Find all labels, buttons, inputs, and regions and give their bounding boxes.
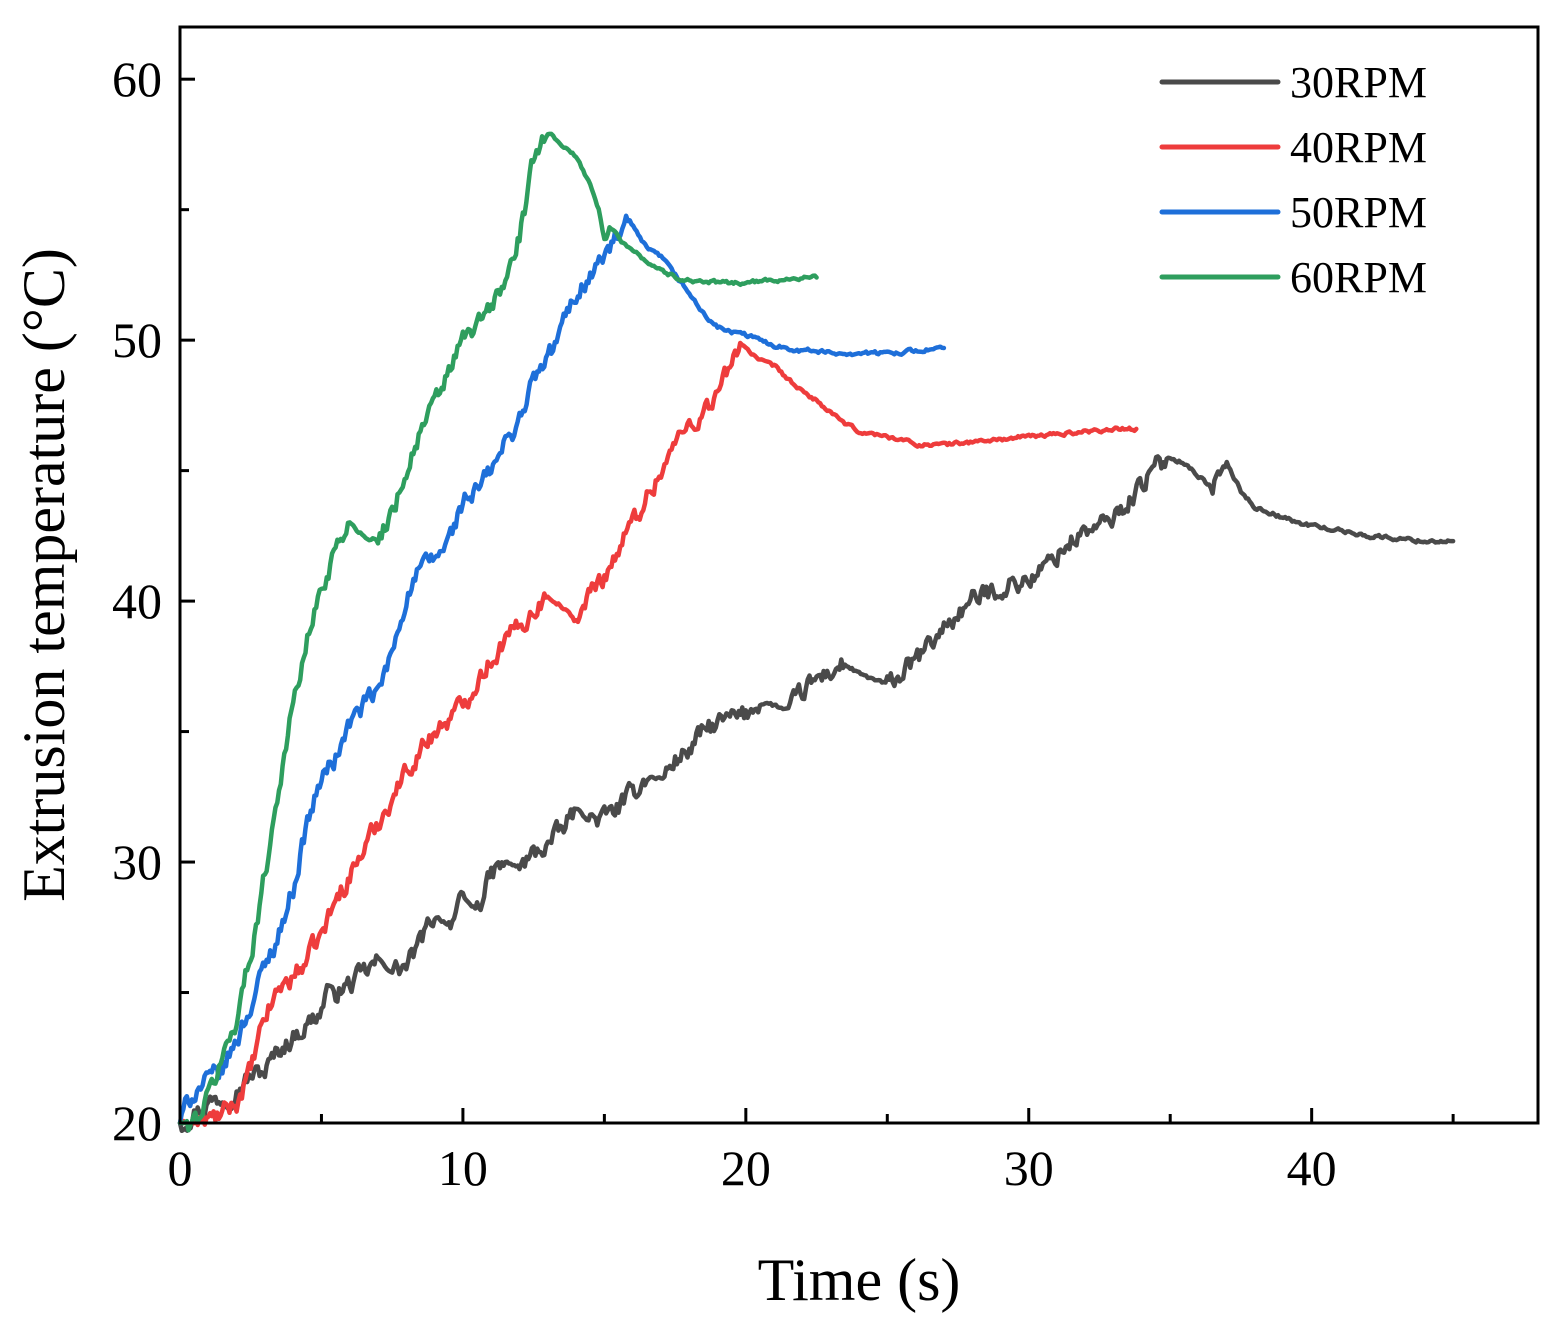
tick-layer: 0 10 20 30 40 20 30 40 50 60 [112, 51, 1455, 1196]
x-tick-label: 20 [721, 1140, 771, 1196]
y-tick-label: 50 [112, 312, 162, 368]
x-tick-label: 30 [1004, 1140, 1054, 1196]
series-line-40rpm [177, 340, 1139, 1128]
x-tick-label: 40 [1287, 1140, 1337, 1196]
y-tick-label: 20 [112, 1095, 162, 1151]
y-tick-label: 40 [112, 573, 162, 629]
series-line-60rpm [177, 131, 819, 1133]
legend-label-60rpm: 60RPM [1290, 253, 1427, 302]
x-tick-label: 0 [168, 1140, 193, 1196]
y-tick-label: 30 [112, 834, 162, 890]
y-axis-title: Extrusion temperature (°C) [11, 248, 77, 902]
legend-label-30rpm: 30RPM [1290, 58, 1427, 107]
series-line-50rpm [177, 213, 947, 1126]
series-line-30rpm [177, 454, 1456, 1134]
legend-label-50rpm: 50RPM [1290, 188, 1427, 237]
x-tick-label: 10 [438, 1140, 488, 1196]
legend-label-40rpm: 40RPM [1290, 123, 1427, 172]
y-tick-label: 60 [112, 51, 162, 107]
x-axis-title: Time (s) [758, 1247, 961, 1313]
legend: 30RPM 40RPM 50RPM 60RPM [1159, 58, 1427, 302]
plot-frame [178, 25, 1540, 1125]
plot-layer [177, 131, 1456, 1134]
